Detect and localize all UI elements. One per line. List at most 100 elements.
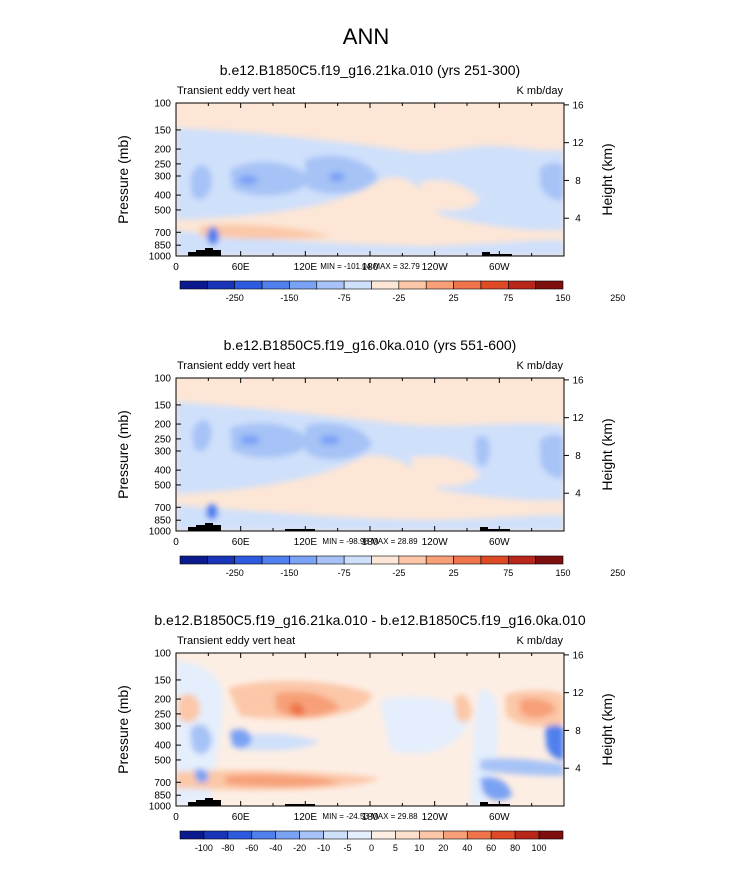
colorbar-label: -25 (392, 568, 405, 578)
y2-tick-label: 4 (575, 214, 581, 225)
colorbar-label: -10 (317, 843, 330, 853)
neg-east-weak (470, 689, 498, 806)
panel-3-minmax: MIN = -24.53 MAX = 29.88 (322, 812, 418, 821)
panel-3-left-label: Transient eddy vert heat (177, 635, 295, 647)
colorbar-swatch (371, 830, 396, 840)
colorbar-swatch (234, 280, 263, 290)
colorbar-label: 150 (555, 293, 570, 303)
y-tick-label: 700 (154, 778, 171, 789)
colorbar-swatch (289, 555, 318, 565)
topography (188, 248, 221, 256)
y2-tick-label: 12 (572, 138, 584, 149)
neg-patch-w2 (230, 729, 252, 749)
colorbar-swatch (535, 555, 564, 565)
neg-patch-w2 (230, 423, 310, 458)
y2-tick-label: 8 (575, 726, 581, 737)
colorbar-swatch (207, 280, 236, 290)
y-tick-label: 700 (154, 503, 171, 514)
x-tick-label: 60E (232, 537, 250, 548)
y-tick-label: 250 (154, 434, 171, 445)
neg-patch-e (540, 162, 564, 201)
panel-1-right-label: K mb/day (517, 85, 564, 97)
x-tick-label: 0 (173, 537, 179, 548)
colorbar-swatch (343, 280, 372, 290)
pos-patch-east (420, 180, 480, 211)
colorbar-swatch (179, 280, 208, 290)
colorbar-swatch (316, 555, 345, 565)
colorbar-swatch (316, 280, 345, 290)
x-tick-label: 60W (489, 262, 510, 273)
y-tick-label: 850 (154, 791, 171, 802)
colorbar-label: 60 (486, 843, 496, 853)
y-tick-label: 100 (154, 649, 171, 660)
y-tick-label: 300 (154, 446, 171, 457)
colorbar-label: -250 (226, 293, 244, 303)
pos-low-band (200, 224, 330, 239)
colorbar-swatch (371, 280, 400, 290)
panel-1: b.e12.B1850C5.f19_g16.21ka.010 (yrs 251-… (115, 62, 625, 303)
pos-upper-e2 (455, 694, 472, 723)
x-tick-label: 120E (294, 262, 318, 273)
colorbar-label: -250 (226, 568, 244, 578)
colorbar-swatch (251, 830, 277, 840)
pos-upper-core-e (520, 698, 556, 718)
colorbar-swatch (535, 280, 564, 290)
y-tick-label: 500 (154, 480, 171, 491)
colorbar-label: 150 (555, 568, 570, 578)
y2-axis-title: Height (km) (599, 693, 615, 765)
neg-core (207, 227, 219, 245)
topography-2 (480, 802, 510, 806)
colorbar-swatch (443, 830, 468, 840)
x-tick-label: 120W (422, 262, 449, 273)
y-axis-title: Pressure (mb) (115, 135, 131, 224)
neg-patch-e2 (475, 435, 490, 467)
figure-title: ANN (343, 24, 389, 49)
y2-tick-label: 16 (572, 650, 584, 661)
x-tick-label: 120W (422, 537, 449, 548)
pos-low-core (225, 774, 340, 787)
y-tick-label: 850 (154, 516, 171, 527)
neg-patch-e (540, 434, 564, 479)
y2-tick-label: 12 (572, 688, 584, 699)
colorbar-swatch (466, 830, 492, 840)
y2-axis-title: Height (km) (599, 418, 615, 490)
panel-1-left-label: Transient eddy vert heat (177, 85, 295, 97)
colorbar-label: -5 (344, 843, 352, 853)
x-tick-label: 120E (294, 812, 318, 823)
colorbar-swatch (398, 280, 427, 290)
colorbar-label: -150 (280, 568, 298, 578)
y-tick-label: 250 (154, 709, 171, 720)
y-tick-label: 100 (154, 374, 171, 385)
colorbar-label: 0 (369, 843, 374, 853)
colorbar-label: 80 (510, 843, 520, 853)
y-tick-label: 1000 (149, 802, 172, 813)
y-axis-title: Pressure (mb) (115, 410, 131, 499)
colorbar-label: 5 (393, 843, 398, 853)
y2-tick-label: 4 (575, 764, 581, 775)
colorbar-label: -20 (293, 843, 306, 853)
topography-2 (482, 252, 512, 256)
x-tick-label: 60E (232, 262, 250, 273)
panel-2-field (176, 378, 564, 531)
colorbar-swatch (507, 555, 536, 565)
panel-2-title: b.e12.B1850C5.f19_g16.0ka.010 (yrs 551-6… (224, 337, 517, 353)
colorbar-swatch (514, 830, 540, 840)
neg-mid-band (230, 733, 320, 751)
colorbar-swatch (261, 280, 290, 290)
panel-3-colorbar: -100 -80 -60 -40 -20 -10 -5 0 5 10 20 40 60 80 100 (179, 830, 564, 853)
y-tick-label: 150 (154, 125, 171, 136)
colorbar-swatch (207, 555, 236, 565)
neg-core-2 (240, 435, 260, 445)
pos-upper-w (178, 694, 200, 723)
y-tick-label: 400 (154, 191, 171, 202)
y-tick-label: 500 (154, 755, 171, 766)
y-tick-label: 100 (154, 99, 171, 110)
colorbar-swatch (179, 830, 205, 840)
colorbar-swatch (289, 280, 318, 290)
y2-tick-label: 16 (572, 100, 584, 111)
colorbar-swatch (480, 280, 509, 290)
x-tick-label: 180 (362, 812, 379, 823)
y-tick-label: 200 (154, 420, 171, 431)
